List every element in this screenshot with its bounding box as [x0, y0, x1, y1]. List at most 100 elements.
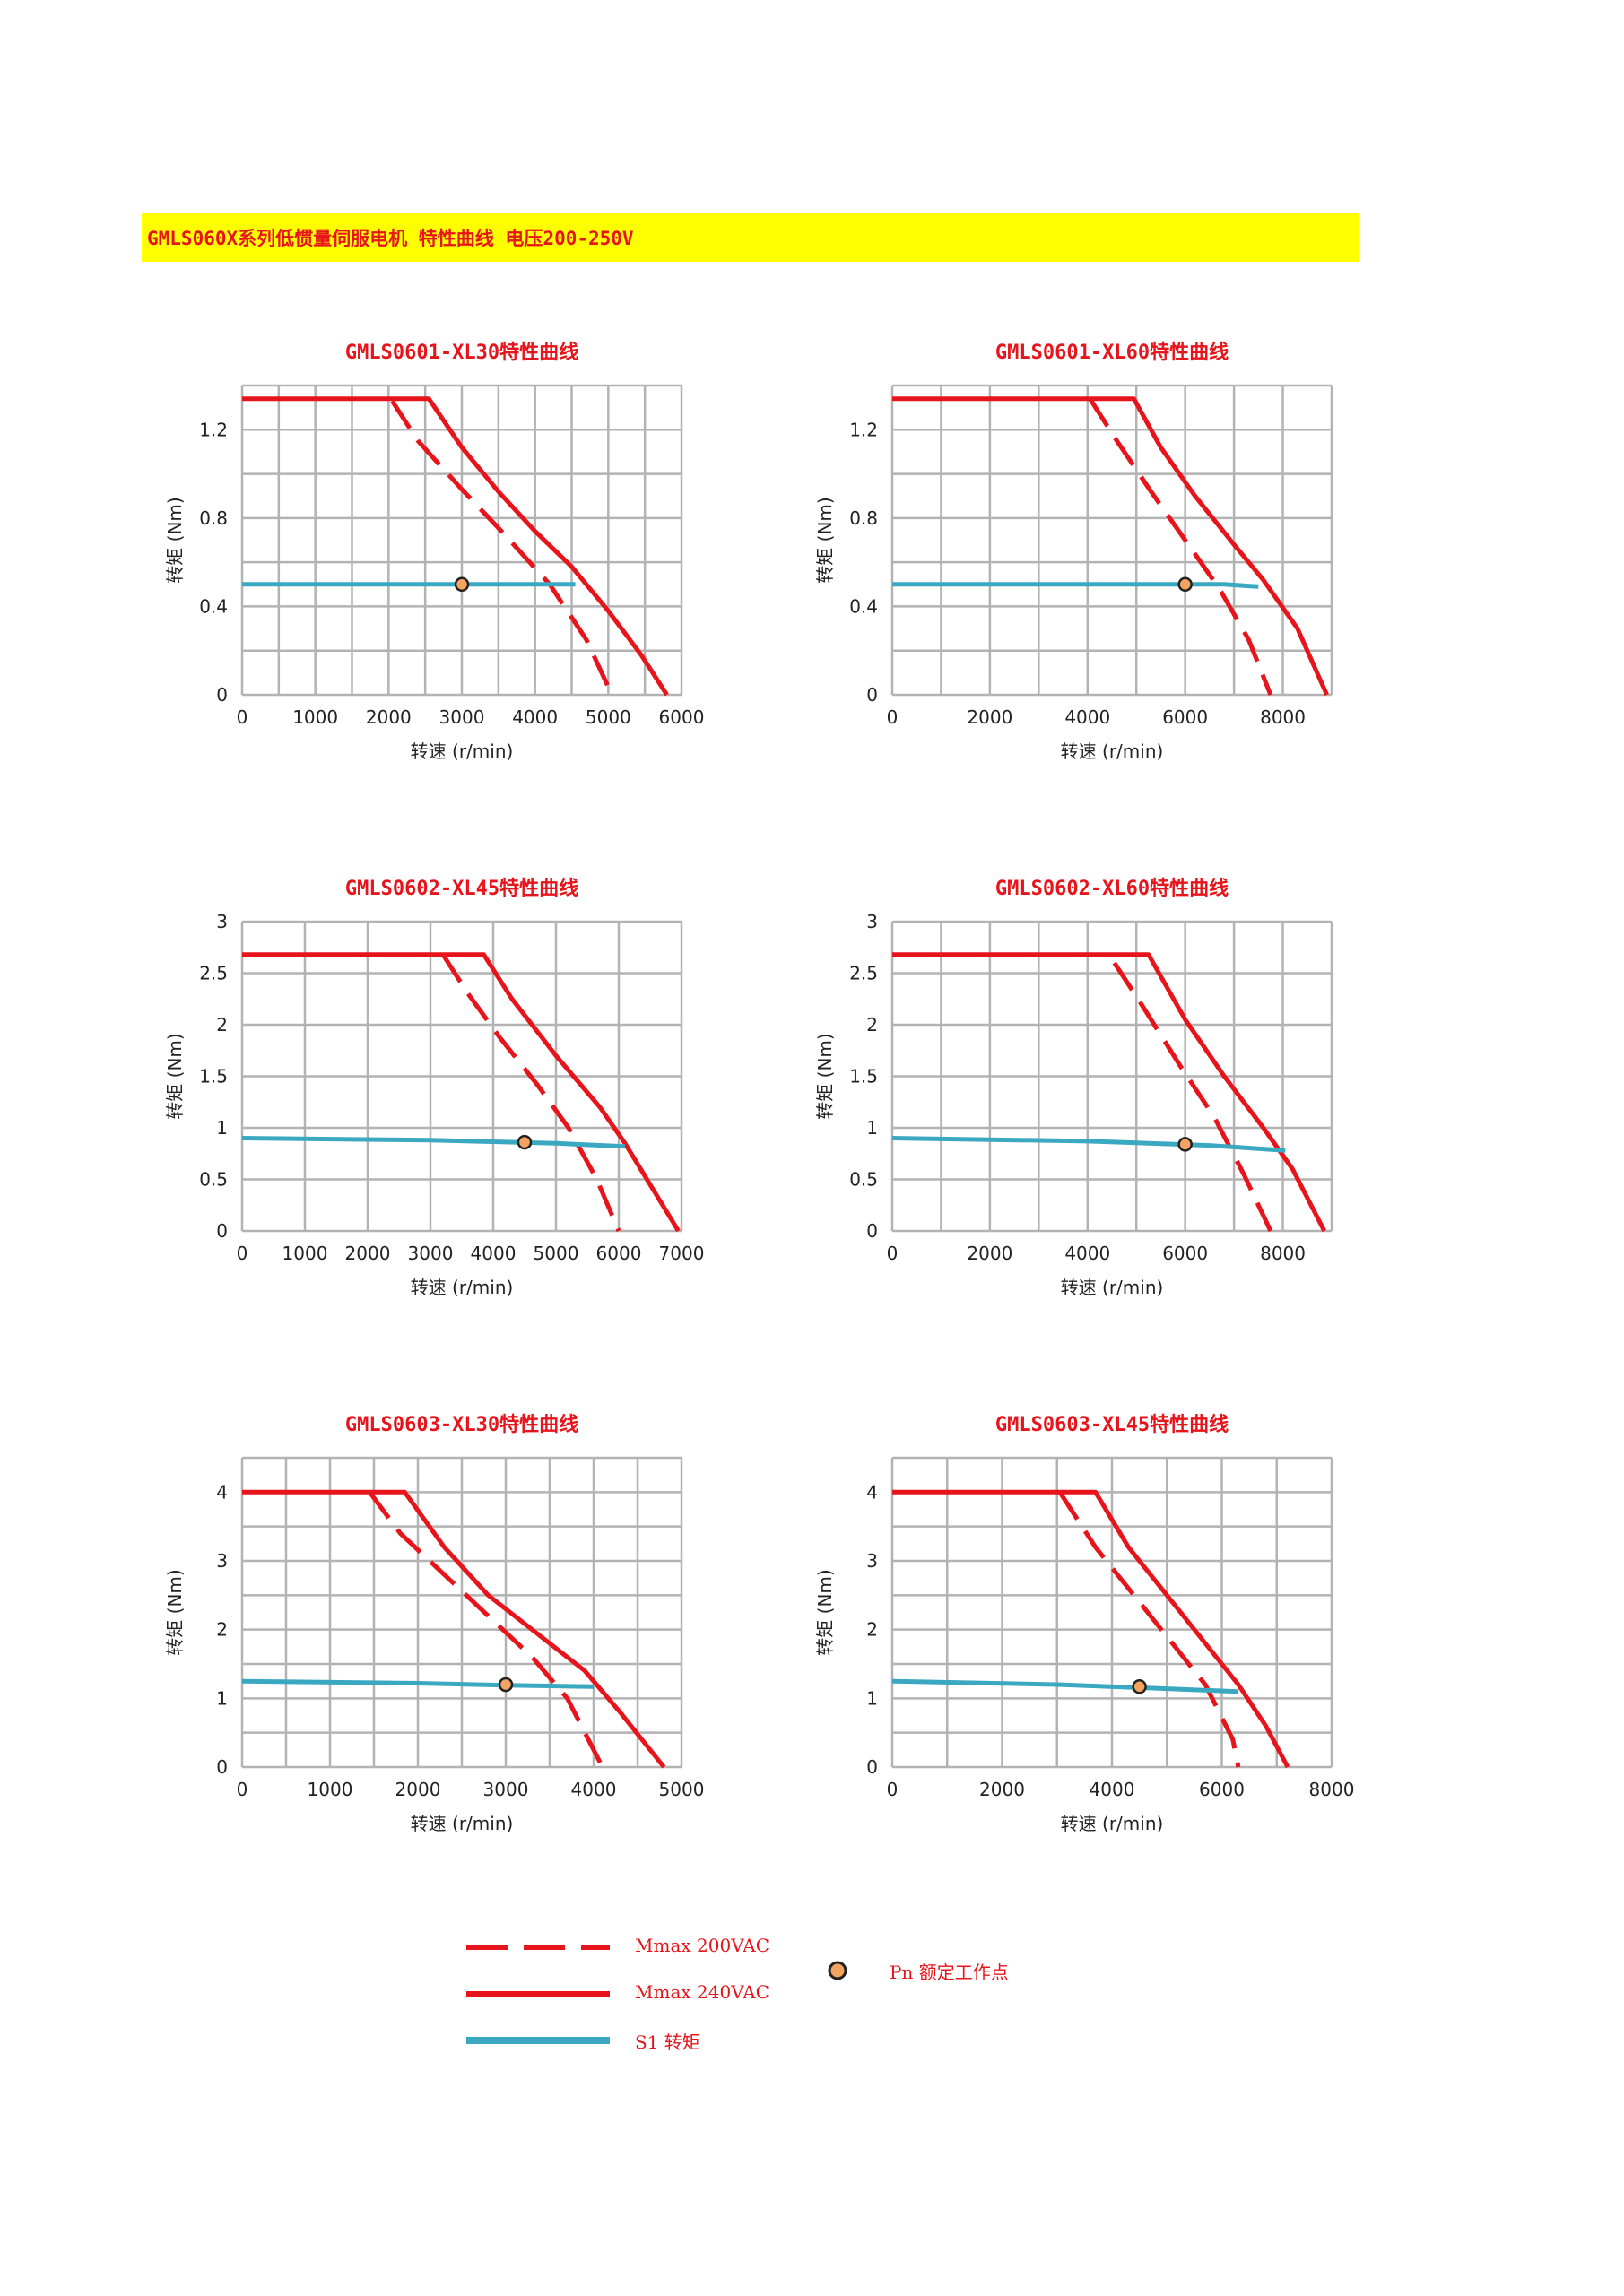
rated-point	[1177, 1137, 1193, 1152]
x-tick-label: 5000	[534, 1243, 579, 1264]
chart-0603-xl30: GMLS0603-XL30特性曲线 0 1000 2000 3000 4000 5000 0 1…	[152, 1404, 726, 1870]
y-axis-label: 转矩 (Nm)	[164, 1569, 186, 1655]
y-tick-label: 1.2	[199, 419, 228, 440]
y-tick-label: 1	[866, 1687, 878, 1709]
grid	[240, 384, 683, 697]
y-tick-label: 3	[866, 1550, 878, 1572]
legend-label-pn: Pn 额定工作点	[890, 1962, 1009, 1983]
chart-0601-xl60: GMLS0601-XL60特性曲线 0 2000 4000 6000 8000 0 0.4 0.…	[803, 332, 1376, 798]
chart-0602-xl60: GMLS0602-XL60特性曲线 0 2000 4000 6000 8000 0 0.5 1 1…	[803, 868, 1376, 1334]
y-tick-label: 0	[216, 1756, 228, 1778]
y-tick-label: 3	[216, 911, 228, 932]
x-tick-label: 3000	[408, 1243, 454, 1264]
legend-swatch-pn-point	[828, 1961, 847, 1980]
y-tick-label: 4	[216, 1481, 228, 1503]
y-tick-label: 1.5	[849, 1066, 878, 1087]
y-tick-label: 0	[216, 1220, 228, 1242]
y-tick-label: 0.4	[849, 595, 878, 617]
banner-title: GMLS060X系列低惯量伺服电机 特性曲线 电压200-250V	[147, 228, 634, 249]
series-mmax-240vac	[242, 952, 681, 1233]
x-tick-label: 6000	[1162, 706, 1208, 728]
x-tick-label: 0	[237, 706, 248, 728]
series-mmax-240vac	[892, 1489, 1290, 1769]
series-mmax-240vac	[242, 396, 669, 697]
x-axis-label: 转速 (r/min)	[1061, 1277, 1164, 1298]
x-tick-label: 5000	[586, 706, 631, 728]
y-tick-label: 0	[216, 684, 228, 706]
y-tick-label: 1.5	[199, 1066, 228, 1087]
x-tick-label: 4000	[1090, 1779, 1135, 1800]
chart-title: GMLS0603-XL45特性曲线	[995, 1413, 1229, 1436]
x-tick-label: 6000	[1199, 1779, 1245, 1800]
chart-svg: GMLS0601-XL60特性曲线 0 2000 4000 6000 8000 0 0.4 0.…	[814, 341, 1333, 762]
series-mmax-240vac	[892, 952, 1327, 1233]
series-s1-torque	[891, 1678, 1238, 1694]
chart-svg: GMLS0602-XL45特性曲线 0 1000 2000 3000 4000 5000 60…	[164, 877, 705, 1298]
x-tick-label: 3000	[439, 706, 485, 728]
title-banner: GMLS060X系列低惯量伺服电机 特性曲线 电压200-250V	[142, 213, 1359, 262]
x-tick-label: 1000	[308, 1779, 353, 1800]
x-tick-label: 3000	[483, 1779, 529, 1800]
chart-title: GMLS0603-XL30特性曲线	[345, 1413, 578, 1436]
y-tick-label: 0	[866, 684, 878, 706]
grid	[890, 1456, 1333, 1769]
x-tick-label: 8000	[1260, 1243, 1306, 1264]
x-tick-label: 4000	[1064, 706, 1110, 728]
series-s1-torque	[891, 1136, 1286, 1153]
y-tick-label: 2	[216, 1014, 228, 1035]
chart-0602-xl45: GMLS0602-XL45特性曲线 0 1000 2000 3000 4000 5000 60…	[152, 868, 726, 1334]
y-tick-label: 1	[216, 1117, 228, 1139]
x-tick-label: 0	[237, 1779, 248, 1800]
y-axis-label: 转矩 (Nm)	[164, 497, 186, 583]
x-tick-label: 2000	[345, 1243, 391, 1264]
grid	[240, 1456, 683, 1769]
y-tick-label: 1	[216, 1687, 228, 1709]
y-axis-label: 转矩 (Nm)	[164, 1033, 186, 1119]
x-tick-label: 2000	[967, 1243, 1012, 1264]
x-tick-label: 2000	[395, 1779, 441, 1800]
chart-title: GMLS0601-XL60特性曲线	[995, 341, 1229, 364]
y-axis-label: 转矩 (Nm)	[814, 497, 836, 583]
series-mmax-200vac	[1088, 397, 1273, 696]
x-axis-label: 转速 (r/min)	[1061, 1813, 1164, 1834]
rated-point	[1177, 576, 1193, 593]
series-mmax-200vac	[390, 399, 614, 697]
x-tick-label: 7000	[659, 1243, 705, 1264]
x-tick-label: 1000	[292, 706, 338, 728]
legend: Mmax 200VAC Mmax 240VAC S1 转矩 Pn 额定工作点	[448, 1928, 1166, 2071]
legend-graphics	[466, 1945, 847, 2044]
y-tick-label: 2	[216, 1619, 228, 1641]
chart-svg: GMLS0603-XL30特性曲线 0 1000 2000 3000 4000 5000 0 1…	[164, 1413, 704, 1834]
x-tick-label: 0	[887, 1779, 899, 1800]
x-tick-label: 2000	[366, 706, 412, 728]
legend-label-s1: S1 转矩	[635, 2032, 700, 2053]
y-tick-label: 3	[216, 1550, 228, 1572]
series-mmax-240vac	[242, 1489, 666, 1769]
x-tick-label: 4000	[571, 1779, 617, 1800]
y-tick-label: 0.8	[849, 507, 878, 529]
x-tick-label: 0	[237, 1243, 248, 1264]
x-tick-label: 4000	[471, 1243, 517, 1264]
y-tick-label: 0.8	[199, 507, 228, 529]
x-tick-label: 8000	[1309, 1779, 1355, 1800]
chart-svg: GMLS0601-XL30特性曲线 0 1000 2000 3000 4000 5000 60…	[164, 341, 704, 762]
y-tick-label: 4	[866, 1481, 878, 1503]
y-axis-label: 转矩 (Nm)	[814, 1033, 836, 1119]
x-axis-label: 转速 (r/min)	[411, 741, 514, 762]
x-tick-label: 2000	[979, 1779, 1025, 1800]
rated-point	[1132, 1679, 1147, 1694]
series-mmax-200vac	[440, 953, 621, 1232]
x-axis-label: 转速 (r/min)	[411, 1277, 514, 1298]
series-mmax-200vac	[368, 1490, 605, 1769]
y-tick-label: 0	[866, 1220, 878, 1242]
series-s1-torque	[241, 1678, 595, 1689]
x-tick-label: 4000	[512, 706, 558, 728]
chart-title: GMLS0602-XL45特性曲线	[345, 877, 578, 900]
series-s1-torque	[892, 582, 1259, 589]
y-tick-label: 2.5	[199, 963, 228, 984]
x-tick-label: 6000	[1162, 1243, 1208, 1264]
rated-point	[498, 1677, 514, 1693]
rated-point	[517, 1134, 533, 1150]
y-tick-label: 0.5	[199, 1169, 228, 1191]
y-tick-label: 1	[866, 1117, 878, 1139]
